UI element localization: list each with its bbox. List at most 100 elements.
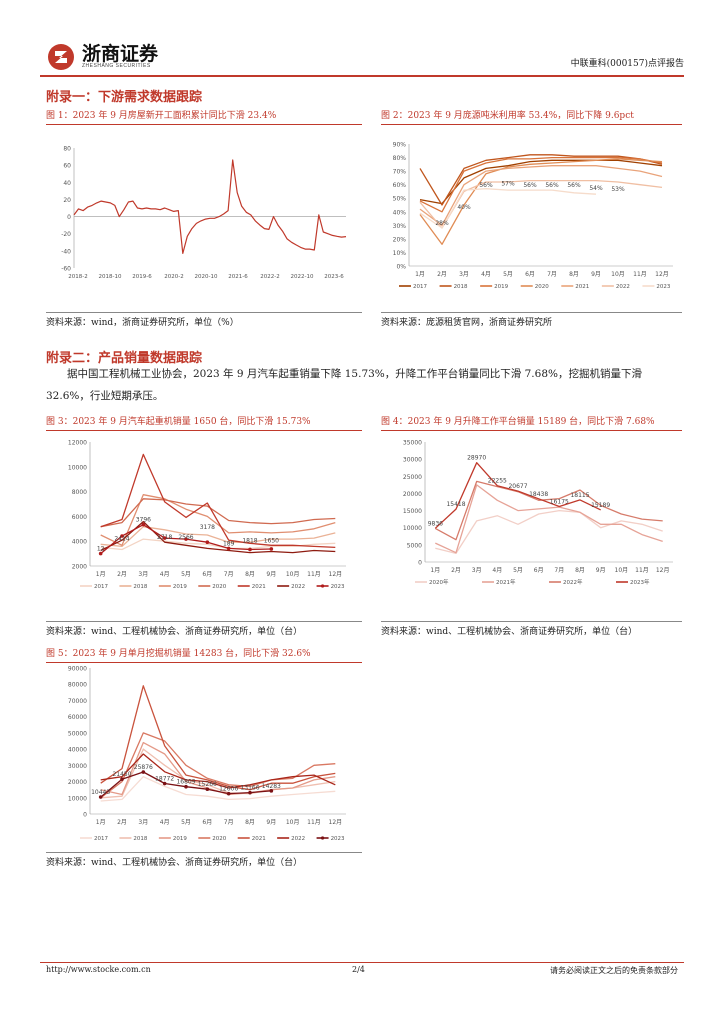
data-label: 12 (97, 546, 105, 553)
y-tick-label: -60 (61, 266, 71, 273)
x-tick-label: 4月 (492, 567, 502, 574)
y-tick-label: 60% (393, 182, 407, 189)
x-tick-label: 8月 (245, 571, 255, 578)
x-tick-label: 8月 (569, 271, 579, 278)
x-tick-label: 2021-6 (228, 274, 248, 280)
y-tick-label: 30000 (68, 763, 87, 770)
y-tick-label: 70000 (68, 698, 87, 705)
x-tick-label: 5月 (181, 819, 191, 826)
logo-text-cn: 浙商证券 (82, 43, 159, 65)
data-label: 16175 (550, 499, 569, 506)
x-tick-label: 12月 (329, 819, 343, 826)
x-tick-label: 4月 (160, 571, 170, 578)
y-tick-label: 90000 (68, 666, 87, 673)
y-tick-label: 2000 (72, 564, 87, 571)
y-tick-label: 10% (393, 250, 407, 257)
series-line-2020 (419, 158, 663, 245)
x-tick-label: 8月 (245, 819, 255, 826)
x-tick-label: 6月 (202, 819, 212, 826)
data-label: 22255 (488, 478, 507, 485)
series-point-2023 (269, 547, 274, 551)
x-tick-label: 8月 (575, 567, 585, 574)
series-line-2023年 (434, 462, 601, 529)
y-tick-label: 20000 (68, 779, 87, 786)
data-label: 1818 (242, 537, 257, 544)
section1-heading: 附录一：下游需求数据跟踪 (46, 90, 203, 105)
x-tick-label: 12月 (329, 571, 343, 578)
y-tick-label: 20 (63, 197, 71, 204)
x-tick-label: 12月 (656, 567, 670, 574)
x-tick-label: 3月 (138, 819, 148, 826)
y-tick-label: 30000 (403, 457, 422, 464)
legend-marker-2023 (320, 584, 325, 588)
data-label: 15418 (446, 501, 465, 508)
x-tick-label: 1月 (96, 571, 106, 578)
data-label: 28% (435, 220, 449, 227)
series-point-2023 (98, 551, 103, 556)
legend-label: 2023 (331, 836, 345, 842)
y-tick-label: 80 (63, 146, 71, 153)
x-tick-label: 11月 (635, 567, 649, 574)
series-line-2021 (100, 453, 336, 549)
series-point-2023 (184, 784, 188, 789)
y-tick-label: 50000 (68, 730, 87, 737)
x-tick-label: 6月 (202, 571, 212, 578)
data-label: 189 (223, 540, 235, 547)
x-tick-label: 11月 (307, 819, 321, 826)
series-point-2023 (205, 540, 210, 545)
series-line-2023 (419, 188, 597, 229)
series-point-2023 (141, 770, 146, 774)
legend-label: 2019 (173, 584, 187, 590)
y-tick-label: 20% (393, 236, 407, 243)
data-label: 21450 (112, 771, 131, 778)
x-tick-label: 3月 (138, 571, 148, 578)
footer-disclaimer: 请务必阅读正文之后的免责条款部分 (550, 966, 678, 975)
y-tick-label: 70% (393, 169, 407, 176)
report-title: 中联重科(000157)点评报告 (570, 59, 684, 69)
fig1-caption-rule (46, 124, 362, 125)
series-point-2023 (120, 534, 124, 538)
series-point-2023 (141, 522, 146, 527)
y-tick-label: 0% (396, 264, 406, 271)
data-label: 3796 (136, 517, 151, 524)
data-label: 56% (545, 182, 559, 189)
legend-label: 2021 (575, 284, 589, 290)
y-tick-label: -20 (61, 231, 71, 238)
footer-url[interactable]: http://www.stocke.com.cn (46, 965, 151, 974)
header-divider (40, 75, 684, 77)
x-tick-label: 5月 (181, 571, 191, 578)
x-tick-label: 4月 (160, 819, 170, 826)
data-label: 54% (589, 185, 603, 192)
x-tick-label: 2月 (451, 567, 461, 574)
x-tick-label: 3月 (472, 567, 482, 574)
series-line-2017 (100, 776, 336, 802)
fig5-source-rule (46, 852, 362, 853)
legend-marker-2023 (320, 836, 325, 840)
x-tick-label: 6月 (534, 567, 544, 574)
fig2-source-rule (381, 312, 682, 313)
y-tick-label: 0 (418, 560, 422, 567)
y-tick-label: -40 (61, 248, 71, 255)
legend-label: 2023 (656, 284, 670, 290)
x-tick-label: 6月 (525, 271, 535, 278)
legend-label: 2021 (252, 836, 266, 842)
data-label: 18115 (570, 492, 589, 499)
x-tick-label: 4月 (481, 271, 491, 278)
series-line-2017 (419, 159, 663, 205)
x-tick-label: 5月 (503, 271, 513, 278)
fig1-caption: 图 1：2023 年 9 月房屋新开工面积累计同比下滑 23.4% (46, 111, 277, 121)
fig4-chart: 35000 30000 25000 20000 15000 10000 5000 0 1月 2月 3… (403, 440, 673, 586)
data-label: 56% (479, 182, 493, 189)
legend-label: 2019 (494, 284, 508, 290)
legend-label: 2019 (173, 836, 187, 842)
data-label: 13166 (240, 785, 259, 792)
series-line-2020年 (435, 509, 663, 555)
legend-label: 2022 (291, 584, 305, 590)
legend-label: 2021年 (496, 578, 516, 586)
series-point-2023 (162, 536, 167, 540)
series-line-2018 (419, 154, 663, 206)
data-label: 20677 (508, 483, 527, 490)
legend-label: 2018 (133, 584, 147, 590)
data-label: 9836 (428, 520, 443, 527)
y-tick-label: 80% (393, 155, 407, 162)
